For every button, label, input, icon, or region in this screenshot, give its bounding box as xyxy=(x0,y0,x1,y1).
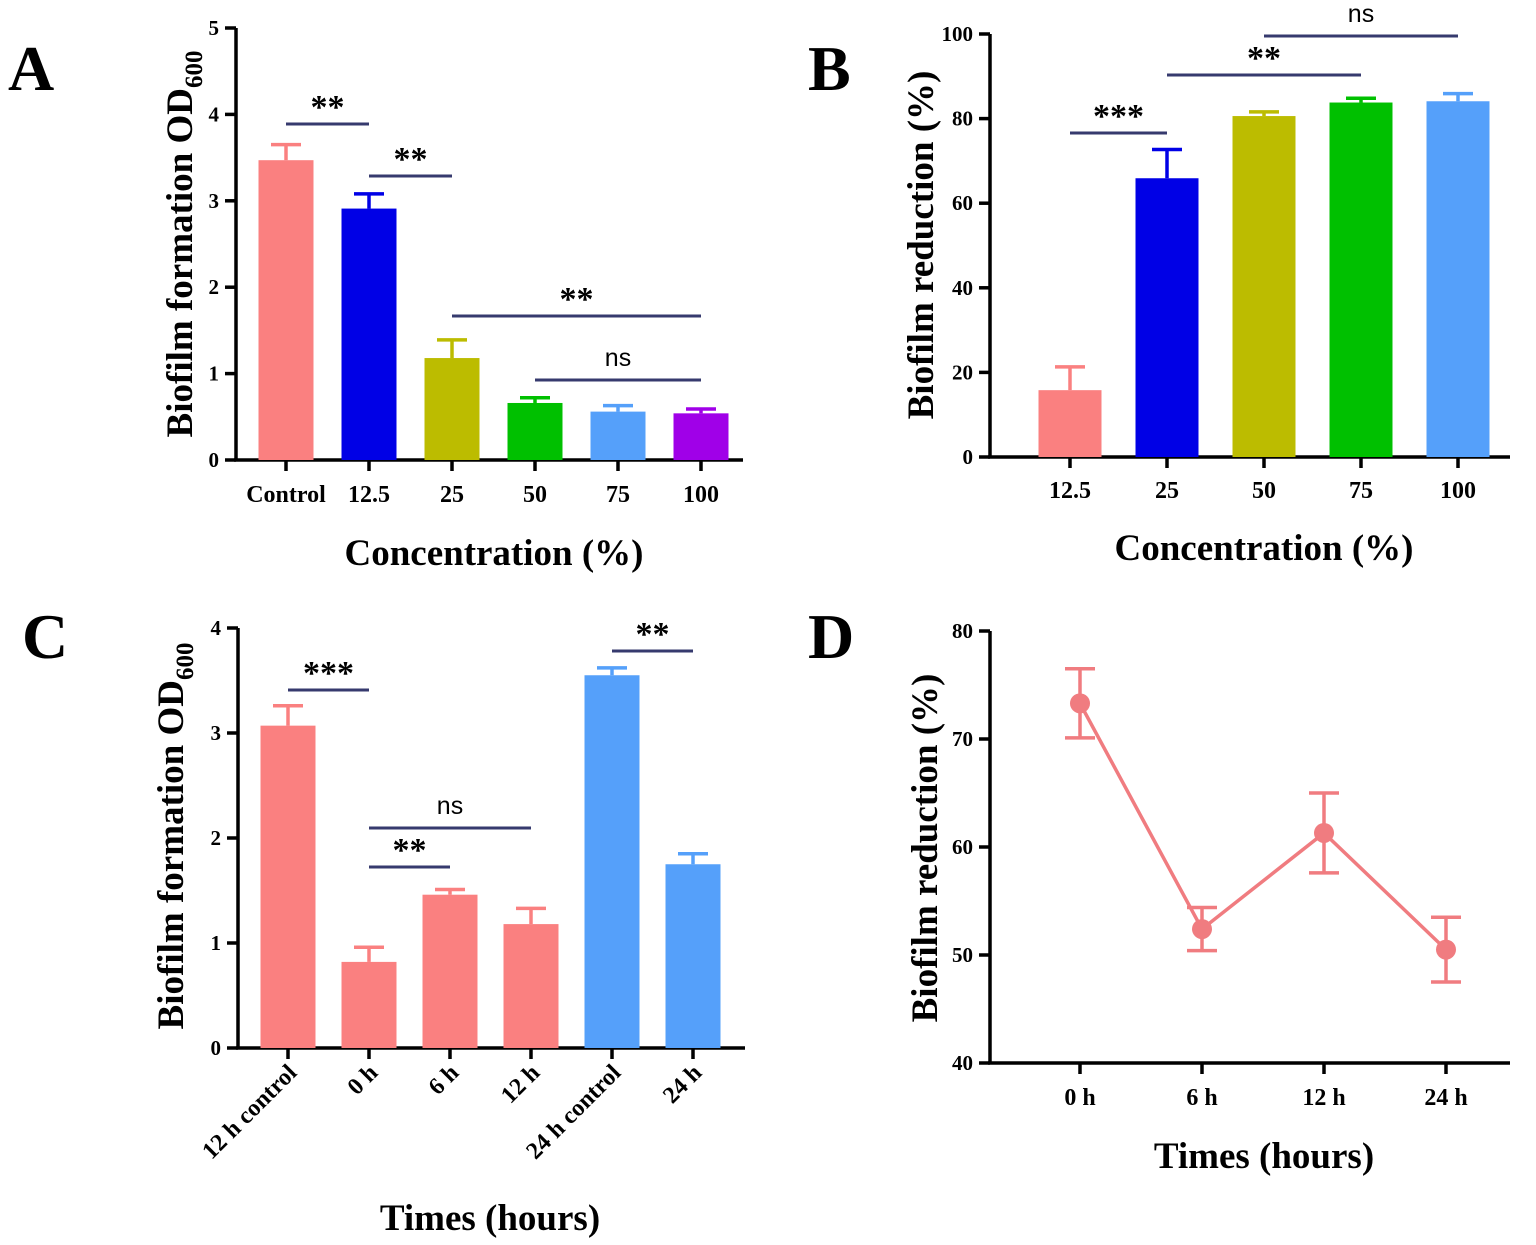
data-point xyxy=(1436,939,1456,960)
y-tick-label: 80 xyxy=(952,107,973,131)
x-tick-label: 75 xyxy=(1349,478,1373,504)
y-tick-label: 20 xyxy=(952,360,973,384)
x-tick-label: 50 xyxy=(523,482,547,508)
bar xyxy=(258,160,314,460)
data-point xyxy=(1070,693,1090,714)
y-tick-label: 60 xyxy=(952,835,973,859)
y-tick-label: 50 xyxy=(952,943,973,967)
y-axis-title-subscript: 600 xyxy=(181,51,208,89)
bar xyxy=(1232,116,1296,457)
x-tick-label: 24 h xyxy=(1424,1085,1467,1111)
x-axis-title: Concentration (%) xyxy=(344,533,643,574)
y-tick-label: 0 xyxy=(211,1036,222,1060)
significance-label: *** xyxy=(303,655,354,692)
x-tick-label: 50 xyxy=(1252,478,1276,504)
panel-c: C 0 1 2 3 4 Biofilm formation OD600 Times (hour… xyxy=(22,601,745,1239)
x-tick-label: 6 h xyxy=(1186,1085,1217,1111)
significance-label: ** xyxy=(560,281,594,318)
x-tick-label: 25 xyxy=(1155,478,1179,504)
y-axis-title-text: Biofilm reduction (%) xyxy=(905,674,946,1023)
y-axis-title: Biofilm reduction (%) xyxy=(905,674,946,1023)
y-axis-title: Biofilm formation OD600 xyxy=(151,643,199,1030)
y-tick-label: 70 xyxy=(952,727,973,751)
bar xyxy=(341,961,397,1048)
y-tick-label: 0 xyxy=(963,445,974,469)
bar xyxy=(1329,102,1393,457)
bar xyxy=(422,894,478,1048)
x-tick-label: 12 h control xyxy=(197,1060,302,1165)
bar xyxy=(507,402,563,460)
significance-label: ** xyxy=(394,141,428,178)
y-axis-title-text: Biofilm formation OD xyxy=(151,680,192,1029)
y-tick-label: 60 xyxy=(952,191,973,215)
significance-label: ** xyxy=(393,832,427,869)
x-tick-label: 12 h xyxy=(1302,1085,1345,1111)
significance-label: ** xyxy=(636,616,670,653)
panel-letter: C xyxy=(22,601,68,672)
bar xyxy=(1426,101,1490,457)
series-line xyxy=(1078,702,1448,951)
y-tick-label: 4 xyxy=(209,102,220,126)
y-tick-label: 2 xyxy=(211,826,222,850)
y-tick-label: 2 xyxy=(209,275,220,299)
bar xyxy=(665,864,721,1048)
x-tick-label: 0 h xyxy=(343,1060,384,1101)
significance-label: ns xyxy=(1348,0,1374,28)
y-tick-label: 3 xyxy=(209,189,220,213)
x-tick-label: 12 h xyxy=(496,1060,545,1109)
x-axis-title: Times (hours) xyxy=(1154,1136,1374,1177)
x-tick-label: 6 h xyxy=(424,1060,465,1101)
y-axis-title: Biofilm reduction (%) xyxy=(901,71,942,420)
x-tick-label: 12.5 xyxy=(348,482,390,508)
y-tick-label: 40 xyxy=(952,1051,973,1075)
significance-label: ** xyxy=(1247,40,1281,77)
y-axis-title: Biofilm formation OD600 xyxy=(160,51,208,438)
x-tick-label: 100 xyxy=(1440,478,1476,504)
bar xyxy=(1135,178,1199,458)
y-axis-title-text: Biofilm reduction (%) xyxy=(901,71,942,420)
x-axis-title: Times (hours) xyxy=(380,1198,600,1239)
y-tick-label: 80 xyxy=(952,619,973,643)
bar xyxy=(503,924,559,1048)
data-point xyxy=(1192,919,1212,940)
y-tick-label: 1 xyxy=(211,931,222,955)
x-axis-title: Concentration (%) xyxy=(1114,528,1413,569)
bar xyxy=(260,725,316,1048)
panel-d: D 40 50 60 70 80 Biofilm reduction (%) Times (h… xyxy=(808,601,1510,1177)
y-tick-label: 0 xyxy=(209,448,220,472)
y-tick-label: 100 xyxy=(942,22,974,46)
y-axis-title-subscript: 600 xyxy=(172,643,199,681)
x-tick-label: 12.5 xyxy=(1049,478,1091,504)
significance-label: ** xyxy=(311,89,345,126)
x-tick-label: 0 h xyxy=(1064,1085,1095,1111)
bar xyxy=(341,208,397,460)
x-tick-label: 100 xyxy=(683,482,719,508)
bar xyxy=(673,413,729,460)
panel-letter: A xyxy=(8,33,54,104)
significance-label: ns xyxy=(605,344,631,372)
y-tick-label: 1 xyxy=(209,362,220,386)
bar xyxy=(590,411,646,460)
y-tick-label: 5 xyxy=(209,16,220,40)
panel-letter: B xyxy=(808,33,851,104)
bar xyxy=(424,358,480,460)
panel-b: B 0 20 40 60 80 100 Biofilm reduction (%) Concen… xyxy=(808,0,1510,569)
significance-label: *** xyxy=(1093,98,1144,135)
y-tick-label: 40 xyxy=(952,276,973,300)
x-tick-label: 75 xyxy=(606,482,630,508)
x-tick-label: 25 xyxy=(440,482,464,508)
bar xyxy=(1038,390,1102,457)
bar xyxy=(584,675,640,1048)
y-tick-label: 3 xyxy=(211,721,222,745)
panel-letter: D xyxy=(808,601,854,672)
x-tick-label: 24 h xyxy=(658,1060,707,1109)
y-axis-title-text: Biofilm formation OD xyxy=(160,88,201,437)
x-tick-label: Control xyxy=(246,482,326,508)
y-tick-label: 4 xyxy=(211,616,222,640)
significance-label: ns xyxy=(437,792,463,820)
data-point xyxy=(1314,822,1334,843)
